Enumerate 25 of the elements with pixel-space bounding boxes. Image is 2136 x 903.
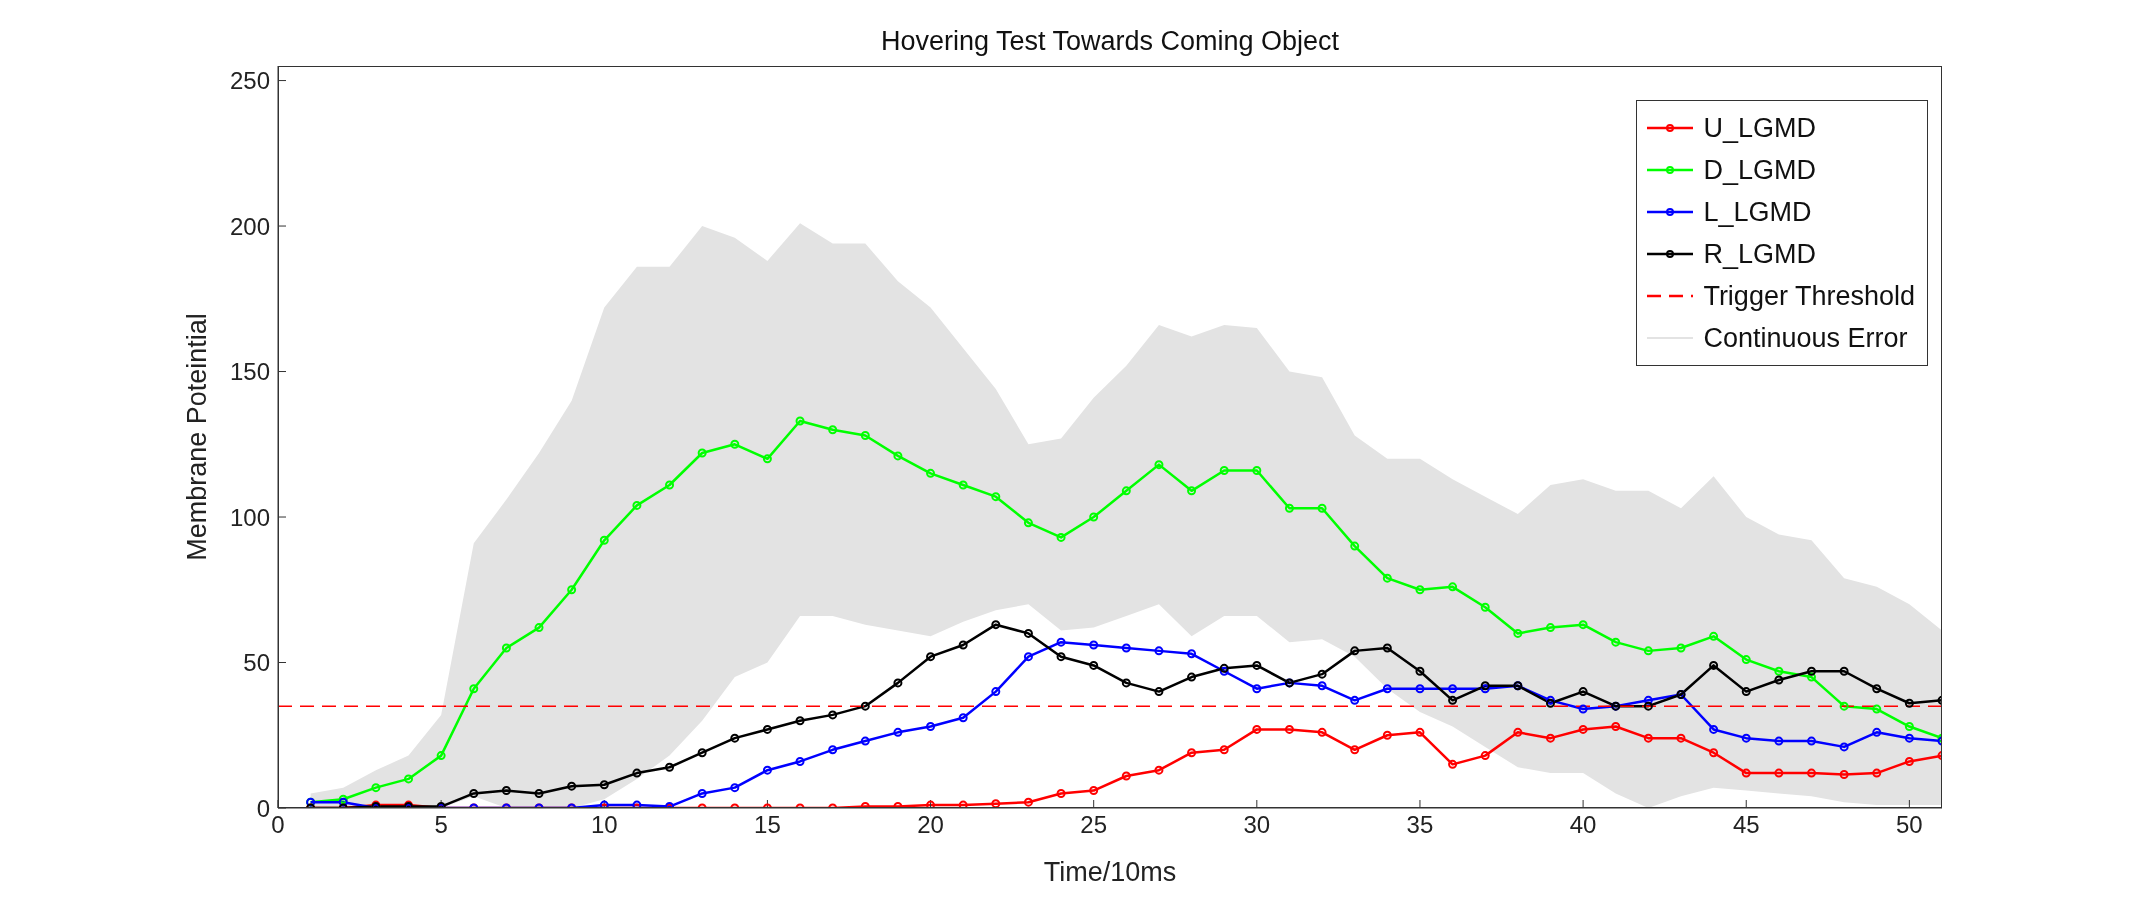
x-tick-label: 10 [590, 811, 618, 839]
y-tick-label: 0 [256, 794, 270, 822]
y-tick-label: 200 [229, 212, 270, 240]
y-tick-label: 50 [243, 649, 270, 677]
x-tick-label: 25 [1080, 811, 1108, 839]
legend-label: Trigger Threshold [1703, 280, 1915, 312]
legend-label: Continuous Error [1703, 322, 1908, 354]
x-tick-label: 45 [1732, 811, 1760, 839]
x-tick-label: 5 [434, 811, 448, 839]
y-tick-label: 250 [229, 67, 270, 95]
x-tick-label: 30 [1243, 811, 1271, 839]
legend-label: L_LGMD [1703, 196, 1812, 228]
x-axis-title: Time/10ms [1043, 857, 1177, 887]
chart-title: Hovering Test Towards Coming Object [879, 26, 1341, 57]
legend-label: D_LGMD [1703, 154, 1816, 186]
legend-label: R_LGMD [1703, 238, 1816, 270]
y-tick-label: 150 [229, 358, 270, 386]
x-tick-label: 20 [917, 811, 944, 839]
x-tick-label: 40 [1569, 811, 1597, 839]
y-axis-title: Membrane Poteintial [181, 313, 212, 561]
x-tick-label: 15 [754, 811, 781, 839]
y-tick-label: 100 [229, 503, 270, 531]
x-tick-label: 50 [1896, 811, 1923, 839]
x-tick-label: 35 [1406, 811, 1434, 839]
legend-label: U_LGMD [1703, 112, 1816, 144]
